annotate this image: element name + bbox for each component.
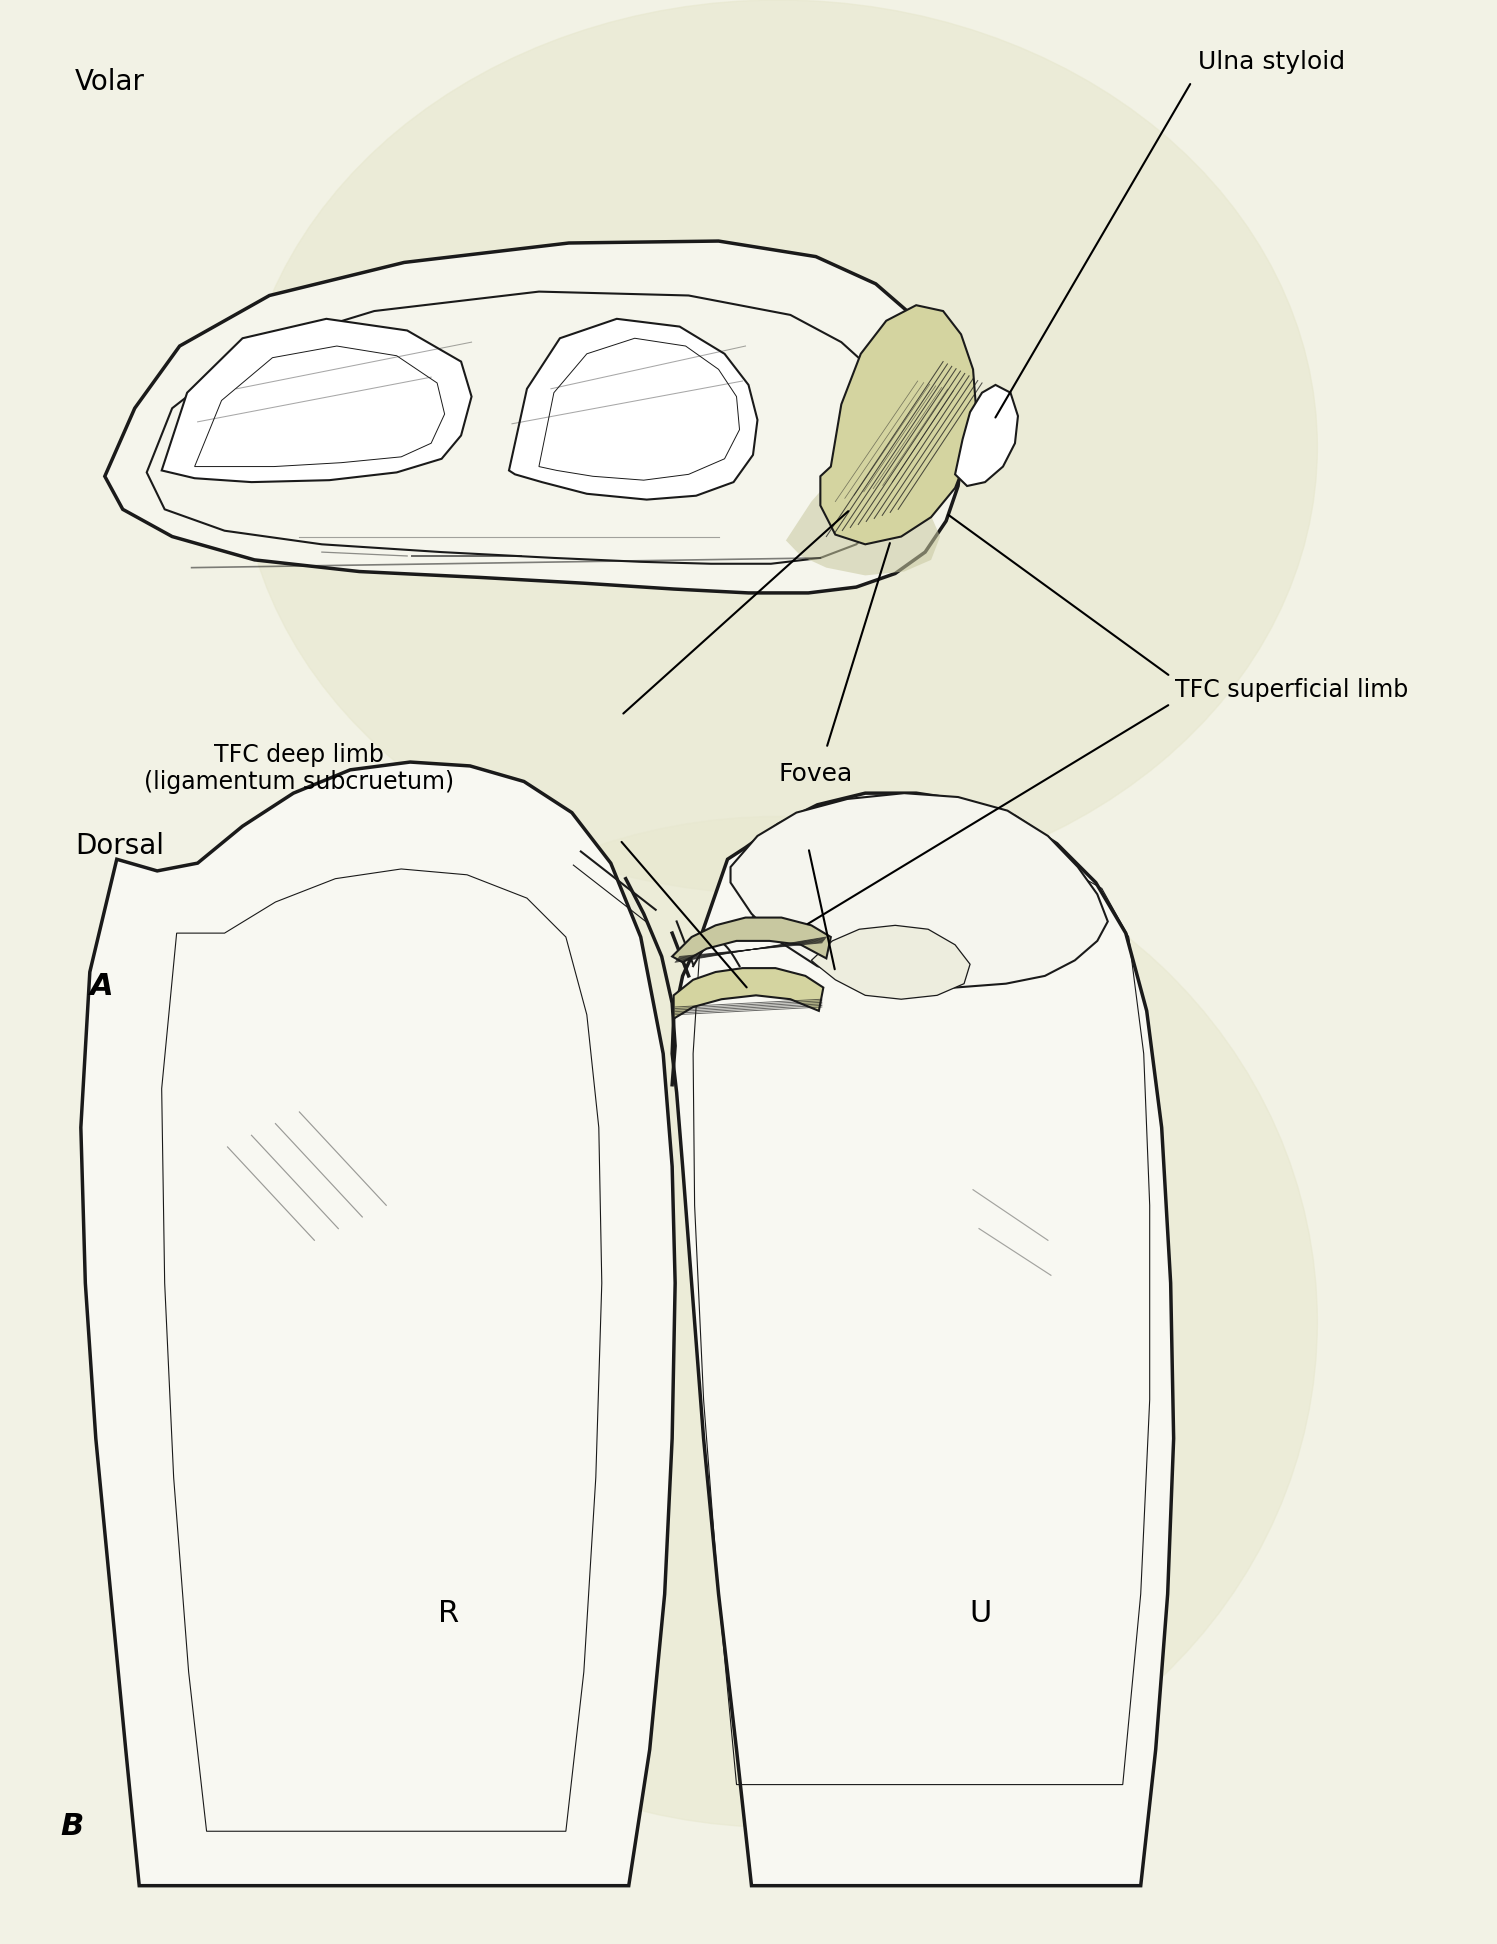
Polygon shape: [674, 968, 823, 1019]
Text: Ulna styloid: Ulna styloid: [1198, 51, 1344, 74]
Ellipse shape: [240, 816, 1317, 1827]
Text: TFC deep limb
(ligamentum subcruetum): TFC deep limb (ligamentum subcruetum): [144, 743, 455, 795]
Polygon shape: [731, 793, 1108, 988]
Text: A: A: [90, 972, 114, 1001]
Polygon shape: [509, 319, 757, 500]
Text: U: U: [970, 1600, 991, 1627]
Polygon shape: [820, 305, 976, 544]
Text: B: B: [60, 1812, 84, 1841]
Polygon shape: [81, 762, 675, 1886]
Polygon shape: [811, 925, 970, 999]
Text: TFC superficial limb: TFC superficial limb: [1175, 678, 1409, 702]
Text: R: R: [439, 1600, 460, 1627]
Polygon shape: [955, 385, 1018, 486]
Text: Volar: Volar: [75, 68, 145, 95]
Text: Dorsal: Dorsal: [75, 832, 163, 859]
Polygon shape: [672, 918, 831, 962]
Ellipse shape: [240, 0, 1317, 894]
Polygon shape: [105, 241, 963, 593]
Text: Fovea: Fovea: [778, 762, 853, 785]
Polygon shape: [786, 470, 940, 575]
Polygon shape: [672, 793, 1174, 1886]
Polygon shape: [162, 319, 472, 482]
